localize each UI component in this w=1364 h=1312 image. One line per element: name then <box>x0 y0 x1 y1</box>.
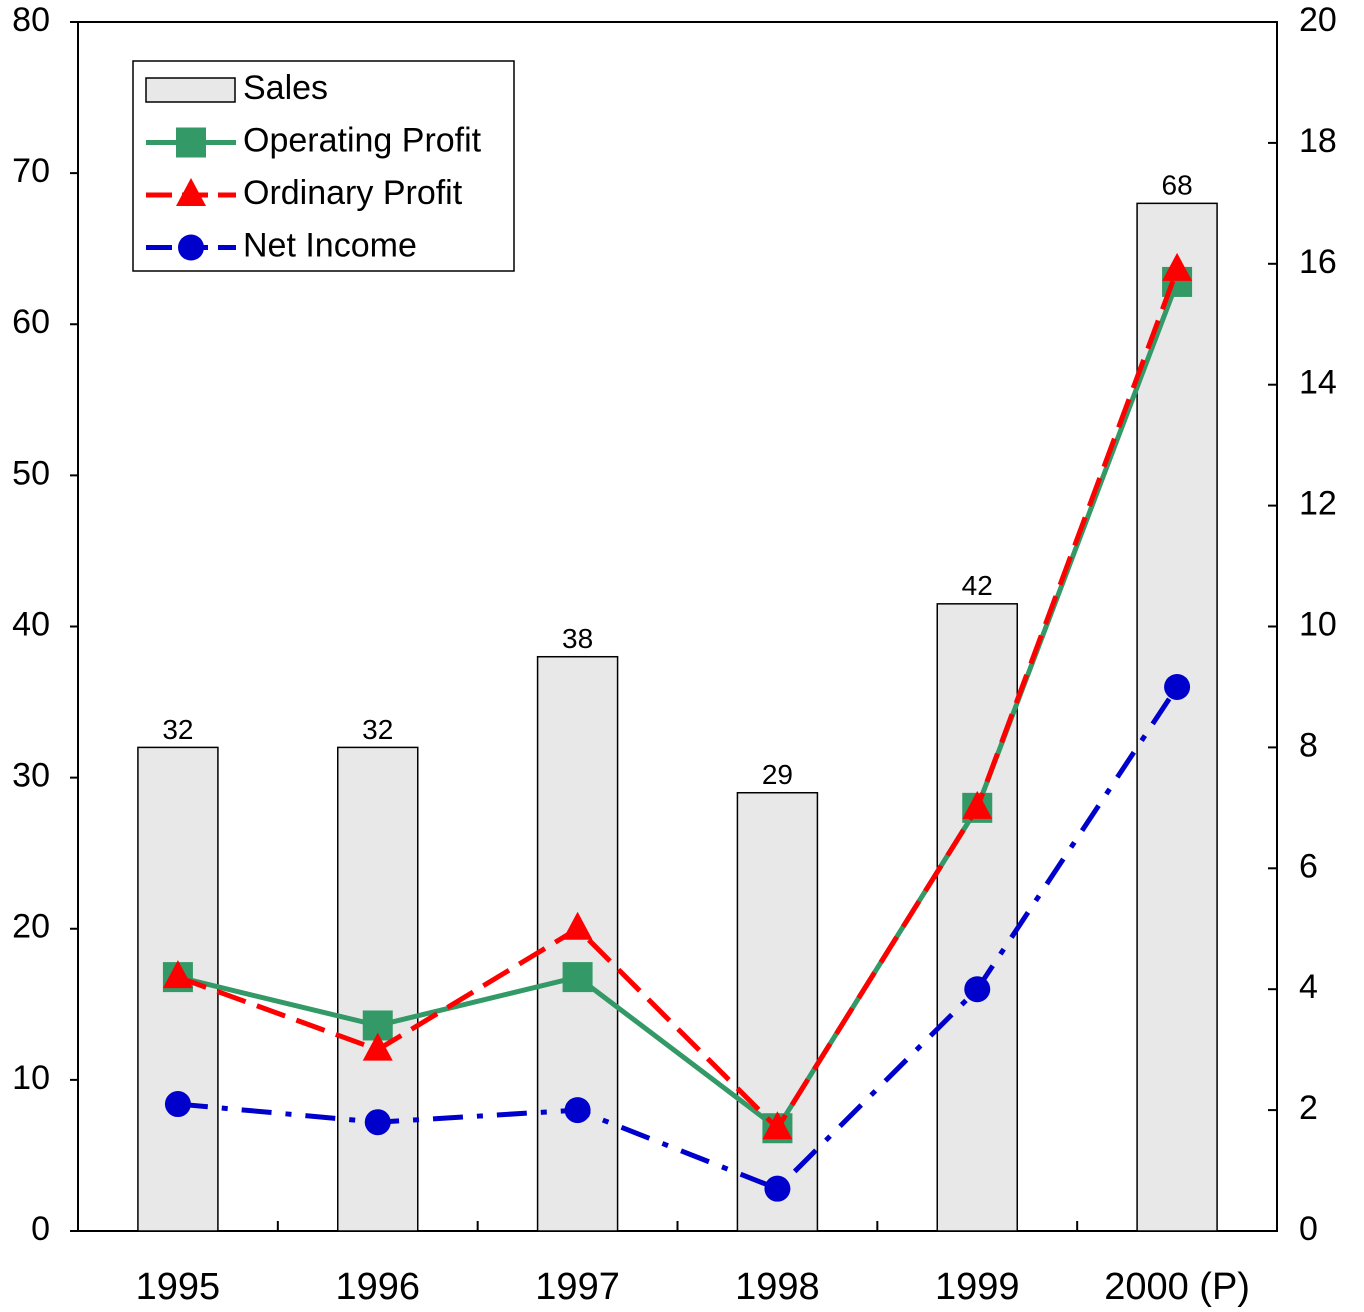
x-tick-label: 1999 <box>935 1266 1020 1308</box>
line <box>177 685 1180 1192</box>
marker <box>964 976 991 1003</box>
marker <box>564 1097 591 1124</box>
value-label: 29 <box>762 759 793 790</box>
marker <box>364 1109 391 1136</box>
x-tick-label: 1997 <box>535 1266 620 1308</box>
x-tick-label: 1995 <box>136 1266 221 1308</box>
y2-tick-label: 16 <box>1299 243 1337 281</box>
y2-tick-label: 14 <box>1299 364 1337 402</box>
y-tick-label: 70 <box>12 152 50 190</box>
legend-label: Net Income <box>243 226 417 264</box>
line <box>177 268 1180 1133</box>
y-tick-label: 40 <box>12 605 50 643</box>
lines <box>162 252 1193 1202</box>
y-tick-label: 50 <box>12 454 50 492</box>
y2-tick-label: 4 <box>1299 968 1318 1006</box>
bar <box>337 746 419 1232</box>
x-tick-label: 1998 <box>735 1266 820 1308</box>
x-tick-label: 2000 (P) <box>1104 1266 1250 1308</box>
marker <box>762 1111 793 1140</box>
marker <box>162 960 193 989</box>
legend-label: Operating Profit <box>243 121 482 159</box>
value-label: 32 <box>362 714 393 745</box>
y-tick-label: 10 <box>12 1059 50 1097</box>
y-tick-label: 80 <box>12 1 50 39</box>
value-label: 42 <box>962 570 993 601</box>
y-tick-label: 20 <box>12 908 50 946</box>
marker <box>178 234 204 261</box>
marker <box>962 790 993 819</box>
legend-label: Ordinary Profit <box>243 174 463 212</box>
y2-tick-label: 20 <box>1299 1 1337 39</box>
value-label: 68 <box>1162 170 1193 201</box>
y-tick-label: 30 <box>12 757 50 795</box>
bar <box>936 603 1018 1232</box>
x-tick-label: 1996 <box>335 1266 420 1308</box>
y-tick-label: 60 <box>12 303 50 341</box>
marker <box>1164 673 1191 700</box>
legend-label: Sales <box>243 69 328 107</box>
y2-tick-label: 0 <box>1299 1210 1318 1248</box>
marker <box>562 962 593 993</box>
marker <box>176 178 206 206</box>
y2-tick-label: 18 <box>1299 122 1337 160</box>
bar <box>1136 202 1218 1232</box>
line <box>177 281 1180 1132</box>
y2-tick-label: 8 <box>1299 726 1318 764</box>
y2-tick-label: 6 <box>1299 847 1318 885</box>
marker <box>164 1091 191 1118</box>
marker <box>562 911 593 940</box>
bars: 32 32 38 29 42 68 <box>137 170 1218 1232</box>
bar <box>736 791 819 1232</box>
y2-tick-label: 10 <box>1299 605 1337 643</box>
marker <box>362 1032 393 1061</box>
marker <box>764 1175 791 1202</box>
y2-tick-label: 12 <box>1299 485 1337 523</box>
bar <box>536 655 619 1232</box>
value-label: 38 <box>562 623 593 654</box>
legend: Sales Operating Profit Ordinary Profit Net … <box>145 69 482 264</box>
legend-swatch <box>145 77 236 103</box>
y-tick-label: 0 <box>31 1210 50 1248</box>
y2-tick-label: 2 <box>1299 1089 1318 1127</box>
value-label: 32 <box>162 714 193 745</box>
marker <box>1162 252 1193 281</box>
marker <box>176 127 206 158</box>
